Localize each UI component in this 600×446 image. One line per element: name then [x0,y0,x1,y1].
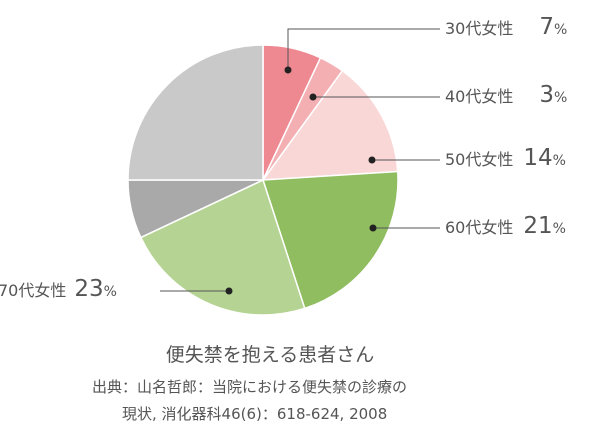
label-40s: 40代女性 3% [445,82,567,108]
slice-label: 30代女性 [445,19,514,38]
leader-dot [284,66,292,74]
leader-dot [309,93,317,101]
leader-dot [225,287,233,295]
leader-dot [368,156,376,164]
label-70s: 70代女性 23% [0,276,117,302]
slice-value: 23 [74,276,104,302]
unit: % [554,22,568,38]
label-60s: 60代女性 21% [445,213,566,239]
slice-value: 3 [539,82,555,108]
slice-value: 14 [523,145,553,171]
pie-slice [127,44,264,181]
label-30s: 30代女性 7% [445,14,567,40]
source-citation: 出典：山名哲郎：当院における便失禁の診療の 現状, 消化器科46(6)：618-… [92,374,407,428]
slice-value: 21 [523,213,553,239]
slice-label: 60代女性 [445,218,514,237]
unit: % [103,284,117,300]
pie-slice [261,69,399,181]
slice-label: 50代女性 [445,150,514,169]
pie-slice [139,178,306,316]
unit: % [552,221,566,237]
source-line: 出典：山名哲郎：当院における便失禁の診療の [92,378,408,396]
slice-label: 70代女性 [0,281,67,300]
unit: % [554,90,568,106]
source-line: 現状, 消化器科46(6)：618-624, 2008 [122,405,388,423]
leader-dot [369,224,377,232]
label-50s: 50代女性 14% [445,145,566,171]
slice-value: 7 [539,14,555,40]
slice-label: 40代女性 [445,87,514,106]
chart-title: 便失禁を抱える患者さん [165,344,375,366]
pie-slice [261,170,399,310]
leader-line [287,28,440,70]
unit: % [552,153,566,169]
